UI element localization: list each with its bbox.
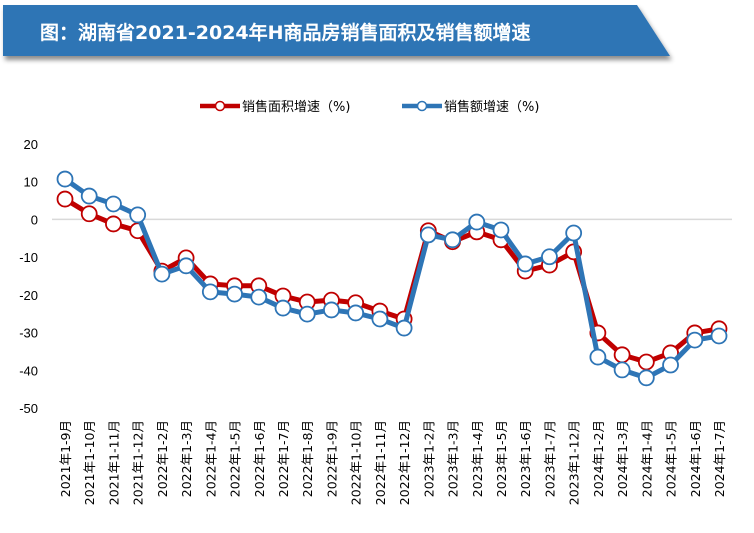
x-tick-label: 2021年1-11月 — [106, 420, 121, 505]
data-point — [129, 206, 147, 224]
x-tick-label: 2022年1-12月 — [397, 420, 412, 505]
data-point — [274, 299, 292, 317]
data-point — [565, 224, 583, 242]
x-tick-label: 2024年1-4月 — [639, 420, 654, 497]
series-1 — [56, 170, 728, 387]
x-tick-label: 2023年1-5月 — [494, 420, 509, 497]
legend-label: 销售面积增速（%) — [242, 99, 350, 115]
data-point — [250, 288, 268, 306]
chart-title: 图：湖南省2021-2024年H商品房销售面积及销售额增速 — [40, 22, 531, 44]
data-point — [153, 265, 171, 283]
x-tick-label: 2022年1-6月 — [252, 420, 267, 497]
x-tick-label: 2022年1-3月 — [179, 420, 194, 497]
data-point — [80, 205, 98, 223]
data-point — [516, 255, 534, 273]
x-tick-label: 2023年1-7月 — [542, 420, 557, 497]
data-point — [226, 285, 243, 303]
data-point — [444, 231, 461, 249]
x-tick-label: 2021年1-10月 — [82, 420, 97, 505]
x-tick-label: 2022年1-2月 — [155, 420, 170, 497]
x-tick-label: 2023年1-2月 — [421, 420, 436, 497]
data-point — [56, 190, 74, 208]
data-point — [492, 221, 510, 239]
x-tick-label: 2022年1-10月 — [349, 420, 364, 505]
data-point — [419, 226, 437, 244]
title-banner — [3, 5, 670, 56]
x-tick-label: 2023年1-12月 — [567, 420, 582, 505]
data-point — [589, 348, 607, 366]
data-point — [80, 187, 98, 205]
x-tick-label: 2022年1-9月 — [324, 420, 339, 497]
series-line — [63, 177, 720, 381]
data-point — [347, 304, 365, 322]
data-point — [637, 353, 655, 371]
data-point — [298, 305, 316, 323]
y-tick-label: -30 — [19, 326, 38, 341]
x-tick-label: 2023年1-6月 — [518, 420, 533, 497]
x-tick-label: 2021年1-12月 — [131, 420, 146, 505]
data-point — [613, 361, 631, 379]
data-point — [395, 319, 413, 337]
data-point — [371, 310, 389, 328]
x-tick-label: 2024年1-7月 — [712, 420, 727, 497]
y-tick-label: 20 — [24, 137, 38, 152]
y-tick-label: -40 — [19, 363, 38, 378]
data-point — [105, 195, 122, 213]
y-tick-label: -20 — [19, 288, 38, 303]
data-point — [468, 213, 486, 231]
x-tick-label: 2024年1-5月 — [664, 420, 679, 497]
x-tick-label: 2024年1-2月 — [591, 420, 606, 497]
legend-item: 销售额增速（%) — [402, 99, 539, 115]
x-tick-label: 2022年1-4月 — [203, 420, 218, 497]
y-tick-label: 10 — [24, 175, 38, 190]
data-point — [177, 257, 195, 275]
legend-item: 销售面积增速（%) — [200, 99, 350, 115]
legend-marker — [416, 100, 428, 112]
data-point — [201, 283, 219, 301]
data-point — [105, 215, 122, 233]
x-tick-label: 2023年1-3月 — [446, 420, 461, 497]
x-tick-label: 2021年1-9月 — [58, 420, 73, 497]
data-point — [710, 327, 728, 345]
data-point — [613, 346, 631, 364]
x-tick-label: 2024年1-6月 — [688, 420, 703, 497]
legend-label: 销售额增速（%) — [444, 99, 539, 115]
y-tick-label: -50 — [19, 401, 38, 416]
x-tick-label: 2022年1-5月 — [228, 420, 243, 497]
x-tick-label: 2022年1-11月 — [373, 420, 388, 505]
data-point — [323, 301, 340, 319]
x-tick-label: 2022年1-8月 — [300, 420, 315, 497]
x-tick-label: 2024年1-3月 — [615, 420, 630, 497]
data-point — [541, 248, 558, 266]
y-tick-label: 0 — [31, 212, 38, 227]
series-line — [63, 196, 720, 365]
data-point — [56, 170, 74, 188]
data-point — [686, 331, 704, 349]
x-tick-label: 2022年1-7月 — [276, 420, 291, 497]
data-point — [637, 369, 655, 387]
data-point — [662, 356, 679, 374]
y-tick-label: -10 — [19, 250, 38, 265]
x-tick-label: 2023年1-4月 — [470, 420, 485, 497]
legend-marker — [214, 100, 226, 112]
